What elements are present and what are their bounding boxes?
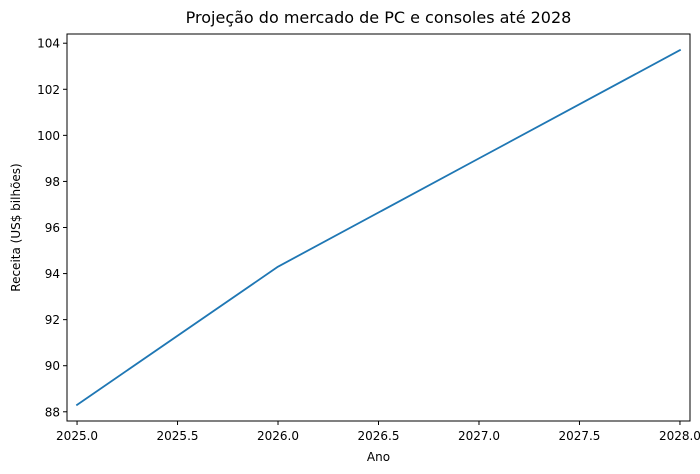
x-tick-label: 2026.5 <box>358 429 400 443</box>
series-line <box>75 48 682 407</box>
y-axis-label: Receita (US$ bilhões) <box>9 163 23 291</box>
x-tick-label: 2025.0 <box>56 429 98 443</box>
y-axis-ticks: 88 90 92 94 96 98 100 102 104 <box>37 37 67 419</box>
y-tick-label: 104 <box>37 37 60 51</box>
y-tick-label: 92 <box>45 313 60 327</box>
series-layer <box>75 48 682 407</box>
x-tick-label: 2025.5 <box>157 429 199 443</box>
y-tick-label: 96 <box>45 221 60 235</box>
chart-title: Projeção do mercado de PC e consoles até… <box>186 8 572 27</box>
plot-frame <box>66 33 691 422</box>
y-tick-label: 88 <box>45 405 60 419</box>
x-tick-label: 2027.5 <box>558 429 600 443</box>
y-tick-label: 94 <box>45 267 60 281</box>
y-tick-label: 100 <box>37 129 60 143</box>
x-axis-ticks: 2025.0 2025.5 2026.0 2026.5 2027.0 2027.5 2028… <box>56 421 700 443</box>
y-tick-label: 90 <box>45 359 60 373</box>
y-tick-label: 102 <box>37 83 60 97</box>
x-axis-label: Ano <box>367 450 390 464</box>
plot-area <box>67 34 690 421</box>
x-tick-label: 2026.0 <box>257 429 299 443</box>
x-tick-label: 2028.0 <box>659 429 700 443</box>
y-tick-label: 98 <box>45 175 60 189</box>
x-tick-label: 2027.0 <box>458 429 500 443</box>
